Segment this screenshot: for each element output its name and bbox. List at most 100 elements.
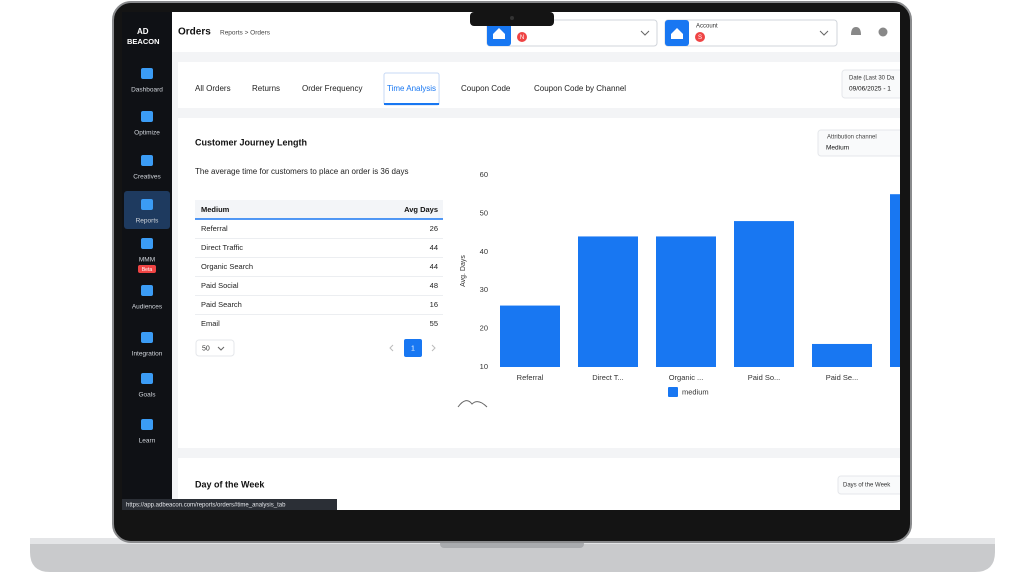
tabs-card — [178, 62, 900, 108]
nav-label[interactable]: Learn — [139, 438, 156, 445]
avatar — [517, 32, 527, 42]
bell-icon[interactable] — [851, 27, 861, 35]
date-value: 09/06/2025 - 1 — [849, 86, 891, 93]
nav-icon[interactable] — [141, 68, 153, 79]
table-cell: 16 — [430, 300, 438, 309]
table-header — [195, 200, 443, 219]
nav-label[interactable]: Dashboard — [131, 87, 163, 94]
nav-icon[interactable] — [141, 332, 153, 343]
y-tick-label: 10 — [480, 362, 488, 371]
status-bar — [122, 499, 337, 510]
tab[interactable]: Time Analysis — [387, 84, 436, 93]
table-cell: Organic Search — [201, 262, 253, 271]
tab[interactable]: Coupon Code by Channel — [534, 84, 626, 93]
nav-icon[interactable] — [141, 419, 153, 430]
y-tick-label: 30 — [480, 285, 488, 294]
next-page[interactable] — [431, 344, 436, 352]
logo: BEACON — [127, 37, 160, 46]
nav-icon[interactable] — [141, 238, 153, 249]
chart-icon — [457, 400, 488, 408]
table-cell: 44 — [430, 262, 438, 271]
avatar-letter: S — [698, 35, 702, 41]
bar — [812, 343, 872, 367]
y-axis-label: Avg. Days — [460, 255, 467, 287]
tab[interactable]: Returns — [252, 84, 280, 93]
table-cell: Referral — [201, 224, 228, 233]
nav-label[interactable]: Integration — [132, 351, 163, 358]
home-icon — [493, 28, 505, 39]
x-tick-label: Paid So... — [748, 373, 781, 382]
tab[interactable]: Coupon Code — [461, 84, 511, 93]
nav-icon[interactable] — [141, 111, 153, 122]
page-size: 50 — [202, 345, 210, 352]
table-cell: Email — [201, 319, 220, 328]
filter-value: Medium — [826, 145, 849, 152]
nav-label[interactable]: MMM — [139, 257, 155, 264]
y-tick-label: 20 — [480, 324, 488, 333]
bar — [500, 305, 560, 367]
table-cell: 44 — [430, 243, 438, 252]
legend-label[interactable]: medium — [682, 387, 709, 396]
y-tick-label: 40 — [480, 247, 488, 256]
tab[interactable]: Order Frequency — [302, 84, 362, 93]
nav-icon[interactable] — [141, 199, 153, 210]
page-title: Orders — [178, 27, 211, 38]
filter-label: Attribution channel — [827, 135, 877, 141]
bar — [890, 194, 900, 367]
column-header: Avg Days — [404, 205, 438, 214]
table-cell: 48 — [430, 281, 438, 290]
account-select[interactable] — [664, 19, 838, 47]
nav-label[interactable]: Creatives — [133, 174, 161, 181]
camera — [510, 16, 514, 20]
home-icon — [671, 28, 683, 39]
section-title: Day of the Week — [195, 479, 265, 489]
weekday-filter[interactable] — [837, 475, 908, 495]
avatar — [695, 32, 705, 42]
x-tick-label: Organic ... — [669, 373, 704, 382]
table-cell: Paid Social — [201, 281, 239, 290]
bar — [734, 221, 794, 367]
nav-label[interactable]: Reports — [136, 218, 160, 225]
status-url: https://app.adbeacon.com/reports/orders#… — [126, 503, 286, 509]
logo: AD — [137, 27, 149, 36]
prev-page[interactable] — [389, 344, 394, 352]
breadcrumb: Reports > Orders — [220, 30, 271, 37]
page-size-select[interactable] — [195, 339, 235, 357]
chevron — [819, 30, 829, 36]
current-page[interactable] — [404, 339, 422, 357]
nav-label[interactable]: Optimize — [134, 130, 160, 137]
table-cell: Paid Search — [201, 300, 242, 309]
nav-badge — [138, 265, 156, 273]
table-cell: 55 — [430, 319, 438, 328]
page-number: 1 — [411, 345, 415, 352]
nav-icon[interactable] — [141, 285, 153, 296]
date-filter[interactable] — [841, 69, 912, 99]
screen: AD BEACON Orders Reports > Orders N Acco… — [122, 12, 912, 510]
clock-icon[interactable] — [878, 27, 888, 37]
date-label: Date (Last 30 Da — [849, 76, 895, 82]
x-tick-label: Direct T... — [592, 373, 624, 382]
nav-label[interactable]: Goals — [139, 392, 157, 399]
chevron — [217, 346, 225, 351]
account-label: Account — [696, 24, 718, 30]
table-cell: Direct Traffic — [201, 243, 243, 252]
nav-icon[interactable] — [141, 155, 153, 166]
y-tick-label: 60 — [480, 170, 488, 179]
nav-badge-text: Beta — [142, 267, 153, 273]
x-tick-label: Referral — [517, 373, 544, 382]
laptop-base — [30, 540, 995, 572]
bar — [656, 236, 716, 367]
legend-swatch[interactable] — [668, 387, 678, 397]
summary: The average time for customers to place … — [195, 167, 408, 176]
nav-label[interactable]: Audiences — [132, 304, 163, 311]
nav-icon[interactable] — [141, 373, 153, 384]
section-title: Customer Journey Length — [195, 137, 307, 147]
attribution-filter[interactable] — [817, 129, 908, 157]
avatar-letter: N — [520, 35, 524, 41]
table-cell: 26 — [430, 224, 438, 233]
x-tick-label: Paid Se... — [826, 373, 859, 382]
chevron — [640, 30, 650, 36]
tab[interactable]: All Orders — [195, 84, 231, 93]
bar — [578, 236, 638, 367]
